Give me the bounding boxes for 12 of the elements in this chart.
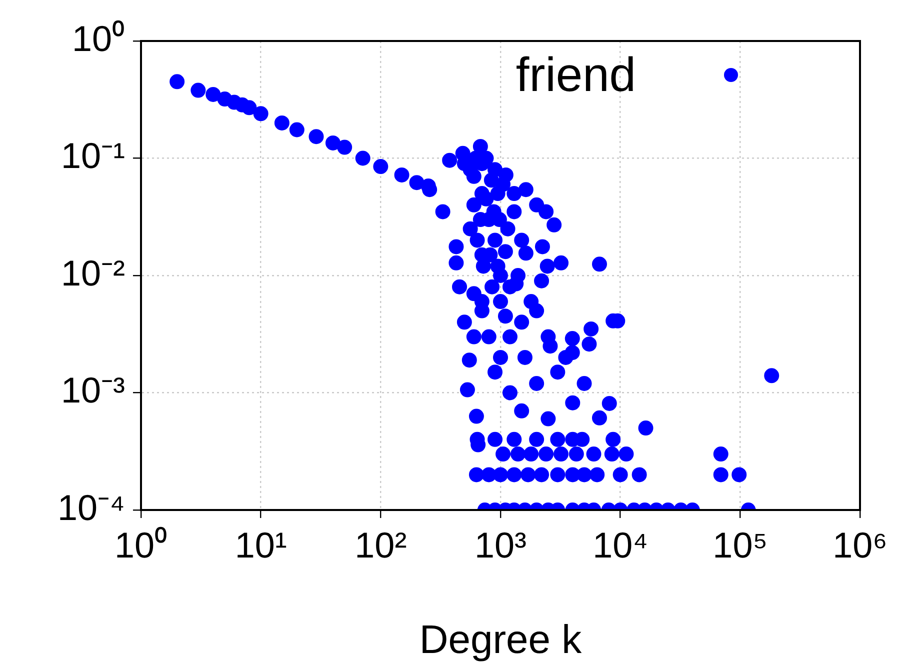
x-tick-label: 10⁴ <box>592 524 648 566</box>
x-tick-label: 10⁶ <box>832 524 888 566</box>
y-tick-label: 10⁻³ <box>60 370 126 411</box>
x-tick-label: 10³ <box>474 524 527 566</box>
y-tick-label: 10⁻² <box>60 252 126 294</box>
x-tick-label: 10⁵ <box>712 524 768 566</box>
x-tick-label: 10¹ <box>234 524 287 566</box>
legend-label: friend <box>516 49 636 102</box>
y-tick-label: 10⁻¹ <box>60 135 126 176</box>
x-tick-label: 10² <box>354 524 407 566</box>
x-axis-title: Degree k <box>419 618 583 662</box>
y-tick-label: 10⁰ <box>72 18 125 59</box>
